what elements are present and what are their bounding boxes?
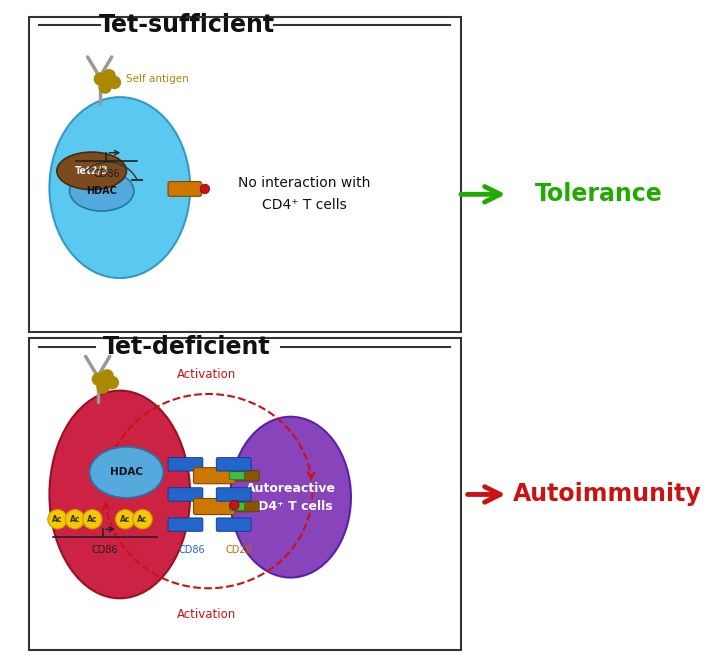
Circle shape [200, 184, 210, 194]
FancyBboxPatch shape [216, 458, 251, 471]
Circle shape [106, 376, 119, 389]
Circle shape [99, 80, 112, 94]
Ellipse shape [50, 391, 190, 598]
Bar [30, 17, 462, 332]
Circle shape [100, 369, 114, 383]
FancyBboxPatch shape [230, 472, 244, 480]
Text: CD86: CD86 [91, 545, 118, 555]
Circle shape [48, 510, 67, 529]
FancyBboxPatch shape [194, 468, 235, 484]
Circle shape [108, 76, 121, 89]
Ellipse shape [50, 97, 190, 278]
Text: Autoreactive
CD4⁺ T cells: Autoreactive CD4⁺ T cells [246, 482, 336, 513]
Ellipse shape [230, 417, 351, 578]
Text: Ac: Ac [87, 515, 98, 524]
Text: Tet2/3: Tet2/3 [75, 166, 109, 176]
Text: Self antigen: Self antigen [127, 74, 189, 84]
Text: Autoimmunity: Autoimmunity [513, 482, 702, 507]
Circle shape [133, 510, 152, 529]
Text: CD86: CD86 [93, 169, 120, 179]
Text: HDAC: HDAC [110, 468, 143, 477]
Text: CD28: CD28 [225, 545, 253, 555]
Circle shape [94, 72, 107, 86]
Text: Tolerance: Tolerance [535, 182, 663, 206]
Text: Tet-deficient: Tet-deficient [103, 335, 271, 359]
Text: Ac: Ac [70, 515, 80, 524]
Circle shape [66, 510, 84, 529]
Ellipse shape [90, 447, 163, 498]
Text: Ac: Ac [53, 515, 63, 524]
FancyBboxPatch shape [168, 182, 202, 196]
FancyBboxPatch shape [210, 470, 259, 481]
Text: Ac: Ac [120, 515, 130, 524]
FancyBboxPatch shape [216, 518, 251, 531]
Text: No interaction with
CD4⁺ T cells: No interaction with CD4⁺ T cells [238, 176, 370, 212]
Text: Activation: Activation [177, 368, 236, 381]
FancyBboxPatch shape [216, 488, 251, 501]
Text: Tet-sufficient: Tet-sufficient [99, 13, 275, 38]
FancyBboxPatch shape [210, 501, 259, 512]
Circle shape [91, 373, 105, 386]
Circle shape [96, 381, 109, 394]
FancyBboxPatch shape [168, 488, 203, 501]
Text: HDAC: HDAC [86, 186, 117, 196]
Text: Ac: Ac [138, 515, 148, 524]
FancyBboxPatch shape [194, 498, 235, 515]
Bar [30, 338, 462, 650]
Circle shape [83, 510, 102, 529]
FancyBboxPatch shape [230, 502, 244, 511]
Circle shape [102, 69, 116, 82]
Circle shape [230, 500, 239, 510]
FancyBboxPatch shape [168, 458, 203, 471]
Ellipse shape [70, 171, 134, 211]
FancyBboxPatch shape [168, 518, 203, 531]
Circle shape [115, 510, 135, 529]
Ellipse shape [57, 152, 127, 190]
Text: CD86: CD86 [179, 545, 205, 555]
Text: Activation: Activation [177, 608, 236, 621]
